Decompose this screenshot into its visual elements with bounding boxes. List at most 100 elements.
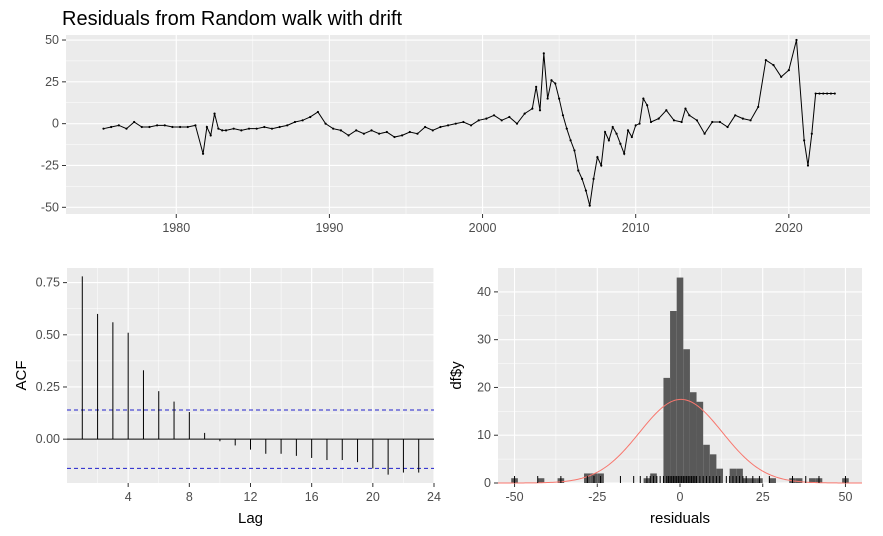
residual-point (603, 130, 607, 134)
residual-point (795, 38, 798, 42)
residual-point (829, 92, 833, 95)
residual-point (623, 152, 626, 155)
residual-point (611, 125, 614, 129)
residual-point (592, 177, 595, 180)
residual-point (684, 107, 687, 110)
residual-point (588, 204, 591, 207)
residual-point (764, 58, 767, 62)
residual-point (584, 189, 588, 192)
residual-point (734, 114, 737, 117)
histogram-bar (676, 277, 684, 483)
x-tick-label: 8 (186, 490, 193, 504)
y-tick-label: 0 (484, 476, 491, 490)
y-tick-label: 0 (52, 117, 59, 131)
residual-point (416, 132, 419, 135)
residual-point (205, 125, 208, 129)
residual-point (278, 125, 281, 129)
residual-point (772, 64, 775, 67)
residual-point (163, 124, 166, 127)
residual-point (550, 79, 553, 82)
x-tick-label: 2010 (622, 221, 650, 235)
x-tick-label: 25 (756, 490, 770, 504)
residual-point (232, 127, 235, 130)
residual-point (535, 85, 538, 88)
residual-point (125, 127, 128, 130)
x-tick-label: 1990 (315, 221, 343, 235)
residual-point (178, 125, 182, 129)
residual-point (224, 129, 228, 132)
residual-point (286, 124, 289, 127)
residual-point (133, 120, 136, 124)
residual-point (546, 97, 549, 100)
residual-point (316, 110, 320, 114)
residual-point (293, 120, 297, 124)
residual-point (485, 117, 488, 120)
residual-point (818, 92, 821, 95)
residual-point (140, 125, 143, 129)
y-tick-label: 10 (477, 428, 491, 442)
residual-point (573, 149, 576, 152)
acf-y-axis-title: ACF (13, 361, 30, 391)
y-tick-label: 0.75 (36, 276, 60, 290)
y-tick-label: -50 (41, 200, 59, 214)
histogram-bar (809, 478, 816, 483)
residual-point (814, 92, 817, 95)
residual-point (385, 130, 388, 134)
residual-point (649, 120, 653, 124)
residual-point (569, 139, 572, 142)
normal-density-curve (497, 398, 862, 484)
residual-point (446, 124, 450, 127)
histogram-bar (709, 454, 717, 483)
residual-point (558, 97, 561, 100)
residual-point (718, 120, 722, 124)
hist-y-axis-title: df$y (448, 361, 465, 390)
residual-point (780, 75, 783, 78)
y-tick-label: 40 (477, 285, 491, 299)
residual-point (634, 124, 637, 127)
residual-point (301, 119, 304, 122)
y-tick-label: 20 (477, 380, 491, 394)
histogram-bar (729, 468, 737, 483)
chart-title: Residuals from Random walk with drift (62, 8, 403, 30)
residual-point (339, 129, 342, 132)
residual-point (580, 177, 584, 180)
y-tick-label: 50 (45, 33, 59, 47)
histogram-bar (670, 311, 677, 483)
residual-point (711, 120, 714, 124)
y-tick-label: 0.50 (36, 328, 60, 342)
residual-point (657, 117, 660, 120)
residual-point (347, 134, 350, 137)
residual-point (401, 134, 404, 137)
residual-point (803, 139, 806, 142)
x-tick-label: 50 (839, 490, 853, 504)
y-tick-label: 0.25 (36, 380, 60, 394)
histogram-bar (703, 444, 710, 483)
y-tick-label: -25 (41, 158, 59, 172)
x-tick-label: 1980 (162, 221, 190, 235)
residual-point (454, 122, 457, 125)
residual-point (439, 125, 442, 129)
y-tick-label: 0.00 (36, 432, 60, 446)
residual-point (826, 92, 829, 95)
residual-point (810, 132, 813, 135)
residual-point (378, 132, 381, 135)
residual-point (538, 109, 542, 112)
residual-point (201, 152, 205, 155)
residual-point (646, 104, 649, 107)
residual-series-line (103, 39, 835, 206)
x-tick-label: 16 (305, 490, 319, 504)
residual-point (554, 82, 557, 85)
residual-point (531, 107, 534, 110)
residual-point (194, 124, 197, 127)
residual-point (607, 139, 610, 142)
residual-point (619, 142, 622, 145)
residual-point (492, 114, 496, 117)
residual-point (355, 129, 358, 132)
x-tick-label: 12 (244, 490, 258, 504)
histogram-bar (689, 392, 697, 483)
acf-x-axis-title: Lag (238, 510, 263, 527)
residual-point (542, 52, 545, 55)
residual-point (469, 124, 473, 127)
residual-point (822, 92, 825, 95)
residual-point (806, 164, 810, 167)
